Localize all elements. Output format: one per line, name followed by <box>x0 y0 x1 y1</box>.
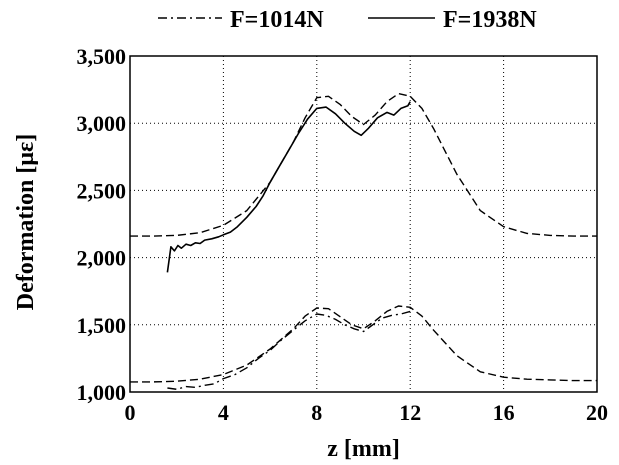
legend: F=1014N F=1938N <box>158 7 537 33</box>
x-axis-title: z [mm] <box>327 436 400 462</box>
x-tick-label: 16 <box>493 400 515 425</box>
series-line-2 <box>166 101 411 273</box>
series-line-1 <box>130 92 597 237</box>
x-tick-label: 8 <box>311 400 322 425</box>
y-tick-label: 3,500 <box>77 44 127 69</box>
y-tick-label: 1,000 <box>77 380 127 405</box>
y-tick-labels: 1,000 1,500 2,000 2,500 3,000 3,500 <box>77 44 127 405</box>
x-tick-label: 0 <box>125 400 136 425</box>
y-tick-label: 2,000 <box>77 246 127 271</box>
x-tick-labels: 0 4 8 12 16 20 <box>125 400 609 425</box>
y-tick-label: 1,500 <box>77 313 127 338</box>
legend-label-1: F=1014N <box>230 7 324 33</box>
series-layer <box>130 92 597 390</box>
x-tick-label: 12 <box>399 400 421 425</box>
legend-label-2: F=1938N <box>443 7 537 33</box>
series-line-4 <box>167 310 411 390</box>
y-tick-label: 2,500 <box>77 178 127 203</box>
grid <box>130 56 597 392</box>
series-line-3 <box>130 305 597 383</box>
y-tick-label: 3,000 <box>77 111 127 136</box>
plot-frame <box>129 55 598 393</box>
x-tick-label: 4 <box>218 400 229 425</box>
y-axis-title: Deformation [με] <box>13 134 39 310</box>
x-tick-label: 20 <box>586 400 608 425</box>
